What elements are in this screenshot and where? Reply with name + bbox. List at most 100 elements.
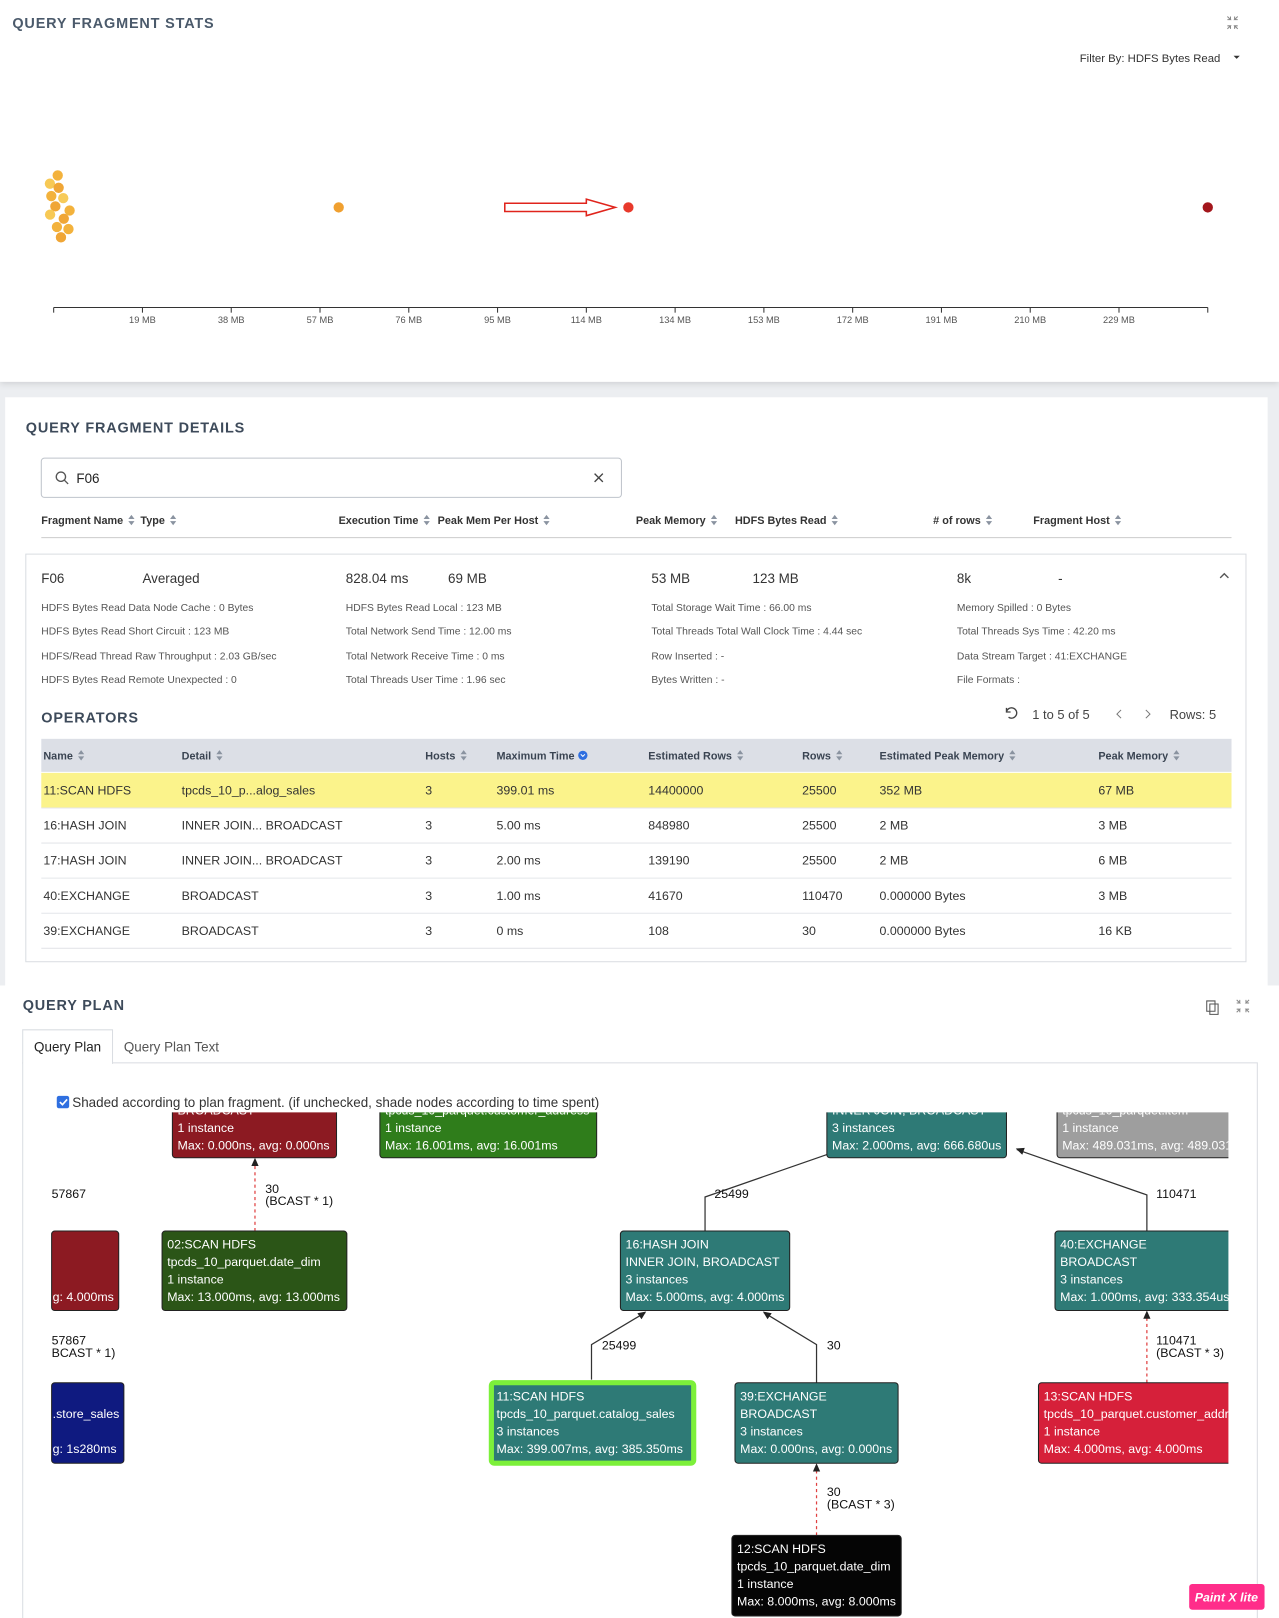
metric: Bytes Written : - — [651, 675, 724, 686]
table-header[interactable]: Name — [43, 750, 73, 762]
column-header[interactable]: # of rows — [933, 515, 981, 527]
edge — [1016, 1148, 1148, 1232]
node-text: tpcds_10_parquet.item — [1062, 1103, 1188, 1117]
plan-node[interactable] — [51, 1230, 120, 1312]
plan-node[interactable] — [1054, 1230, 1233, 1312]
plan-node[interactable] — [1056, 1097, 1232, 1159]
data-point — [44, 178, 56, 189]
edge — [590, 1312, 646, 1380]
plan-node[interactable] — [619, 1230, 791, 1312]
checkbox[interactable] — [56, 1095, 70, 1109]
fragment-value: - — [1058, 571, 1062, 586]
node-text: 11:SCAN HDFS — [497, 1389, 585, 1403]
data-point — [623, 202, 634, 213]
fragment-value: 123 MB — [753, 571, 799, 586]
node-text: tpcds_10_parquet.date_dim — [737, 1560, 890, 1574]
column-header[interactable]: Fragment Host — [1033, 515, 1110, 527]
node-text: Max: 399.007ms, avg: 385.350ms — [497, 1442, 683, 1456]
node-text: g: 4.000ms — [53, 1290, 114, 1304]
section-title: QUERY FRAGMENT DETAILS — [26, 420, 245, 436]
cell: 25500 — [802, 784, 837, 798]
collapse-icon[interactable] — [1236, 999, 1250, 1013]
plan-node[interactable] — [488, 1380, 697, 1466]
table-header[interactable]: Peak Memory — [1098, 750, 1168, 762]
plan-node[interactable] — [826, 1097, 1007, 1159]
data-point — [55, 232, 67, 243]
cell: BROADCAST — [182, 889, 259, 903]
x-tick-label: 210 MB — [1014, 315, 1046, 325]
column-header[interactable]: Peak Mem Per Host — [438, 515, 539, 527]
node-text: 1 instance — [737, 1577, 794, 1591]
metric: Total Network Receive Time : 0 ms — [346, 651, 505, 662]
filter-dropdown[interactable]: Filter By: HDFS Bytes Read — [1080, 53, 1221, 65]
tab[interactable]: Query Plan Text — [124, 1039, 219, 1054]
node-text: 12:SCAN HDFS — [737, 1542, 826, 1556]
node-text: Max: 8.000ms, avg: 8.000ms — [737, 1595, 896, 1609]
x-tick-label: 229 MB — [1103, 315, 1135, 325]
edge-label: 110471 — [1156, 1187, 1197, 1201]
sort-icon — [1009, 750, 1016, 761]
plan-node[interactable] — [171, 1097, 338, 1159]
arrowhead — [251, 1157, 259, 1167]
plan-node[interactable] — [1037, 1382, 1232, 1464]
search-box[interactable] — [40, 457, 622, 498]
table-header[interactable]: Maximum Time — [497, 750, 575, 762]
data-point — [52, 170, 63, 181]
metric: Total Threads User Time : 1.96 sec — [346, 675, 506, 686]
node-text: BROADCAST — [178, 1103, 255, 1117]
node-text: tpcds_10_parquet.customer_address — [385, 1103, 589, 1117]
collapse-icon[interactable] — [1227, 16, 1239, 30]
node-text: BROADCAST — [1060, 1255, 1137, 1269]
collapse-chevron[interactable] — [1219, 572, 1229, 579]
active-tab[interactable] — [22, 1029, 114, 1064]
column-header[interactable]: Fragment Name — [41, 515, 123, 527]
plan-node[interactable] — [379, 1097, 598, 1159]
column-header[interactable]: HDFS Bytes Read — [735, 515, 826, 527]
arrowhead — [762, 1311, 772, 1320]
rows-count: Rows: 5 — [1170, 707, 1217, 722]
prev-page[interactable] — [1116, 709, 1122, 719]
node-text: INNER JOIN, BROADCAST — [626, 1255, 780, 1269]
cell: 17:HASH JOIN — [43, 854, 126, 868]
table-header[interactable]: Detail — [182, 750, 212, 762]
copy-icon[interactable] — [1206, 1000, 1219, 1015]
refresh-icon[interactable] — [1005, 707, 1018, 719]
x-tick-label: 19 MB — [129, 315, 156, 325]
cell: 67 MB — [1098, 784, 1134, 798]
table-header[interactable]: Estimated Rows — [648, 750, 732, 762]
column-header[interactable]: Execution Time — [339, 515, 419, 527]
cell: 14400000 — [648, 784, 703, 798]
fragment-value: 53 MB — [651, 571, 690, 586]
table-header[interactable]: Rows — [802, 750, 831, 762]
annotation-arrow — [504, 198, 619, 217]
table-header[interactable]: Estimated Peak Memory — [880, 750, 1005, 762]
table-header[interactable]: Hosts — [425, 750, 455, 762]
sort-icon — [128, 514, 135, 526]
sort-icon — [543, 514, 550, 526]
edge-label: 57867 — [52, 1334, 87, 1348]
data-point — [46, 190, 57, 202]
next-page[interactable] — [1145, 709, 1151, 719]
plan-graph: BROADCAST 1 instance Max: 0.000ns, avg: 0.… — [51, 1097, 1233, 1617]
cell: 3 — [425, 924, 432, 938]
column-header[interactable]: Type — [140, 515, 164, 527]
badge-text: Paint X lite — [1195, 1590, 1258, 1604]
edge — [704, 1148, 842, 1232]
plan-node[interactable] — [731, 1534, 902, 1617]
data-point — [58, 213, 69, 224]
section-title: QUERY FRAGMENT STATS — [12, 16, 214, 32]
plan-node[interactable] — [734, 1382, 899, 1464]
plan-node[interactable] — [161, 1230, 348, 1312]
x-tick-label: 76 MB — [395, 315, 422, 325]
plan-node[interactable] — [51, 1382, 125, 1464]
edge-label: (BCAST * 3) — [1156, 1346, 1224, 1360]
cell: 3 MB — [1098, 819, 1127, 833]
cell: 3 — [425, 854, 432, 868]
sort-icon — [216, 750, 223, 761]
x-tick-label: 172 MB — [837, 315, 869, 325]
column-header[interactable]: Peak Memory — [636, 515, 706, 527]
metric: HDFS Bytes Read Local : 123 MB — [346, 603, 502, 614]
cell: 3 — [425, 784, 432, 798]
clear-icon[interactable] — [594, 473, 604, 483]
edge-label: (BCAST * 1) — [265, 1194, 333, 1208]
